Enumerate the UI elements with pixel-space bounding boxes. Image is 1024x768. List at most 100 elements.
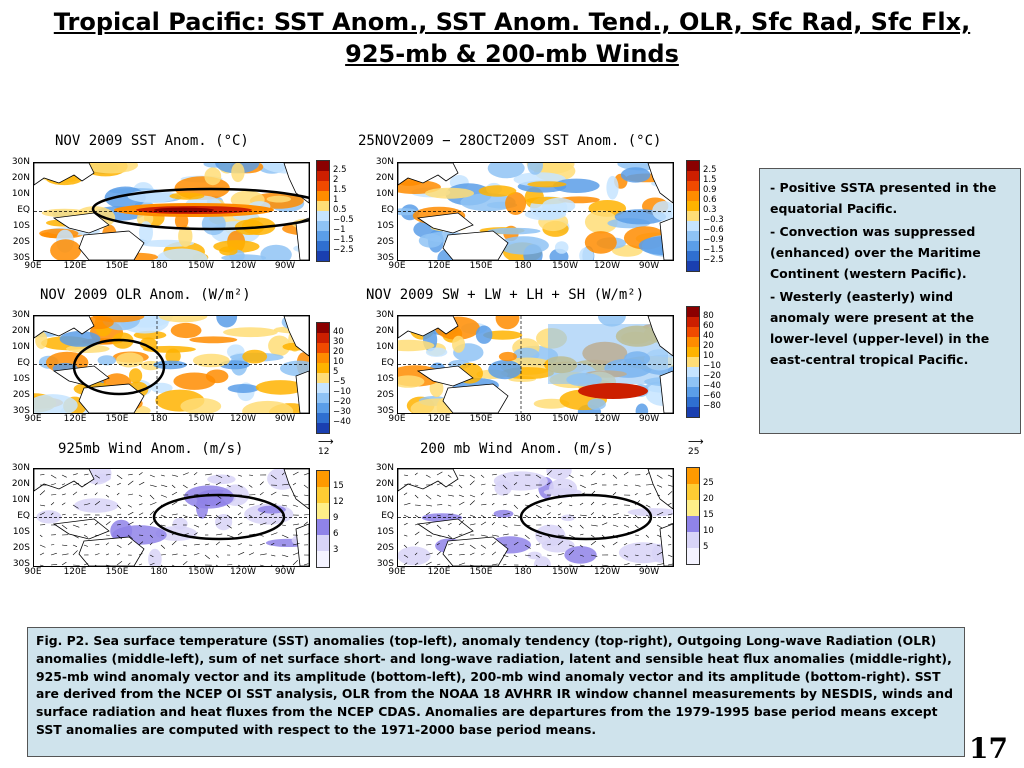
colorbar-label: 5	[333, 367, 339, 377]
lon-tick-label: 150E	[105, 414, 129, 424]
panel-title: NOV 2009 OLR Anom. (W/m²)	[40, 287, 251, 303]
colorbar-label: −5	[333, 377, 346, 387]
colorbar-label: 40	[703, 331, 714, 341]
lon-tick-label: 90E	[388, 567, 406, 577]
colorbar-label: −1.5	[333, 235, 354, 245]
colorbar-label: −0.6	[703, 225, 724, 235]
lat-tick-label: 10S	[12, 374, 30, 384]
colorbar-label: 15	[703, 510, 714, 520]
colorbar-label: 80	[703, 311, 714, 321]
colorbar-label: 20	[703, 341, 714, 351]
panel-title: 200 mb Wind Anom. (m/s)	[420, 441, 614, 457]
highlight-ellipse	[91, 187, 309, 231]
lon-tick-label: 150E	[469, 414, 493, 424]
colorbar-label: −20	[333, 397, 351, 407]
colorbar-label: 40	[333, 327, 344, 337]
colorbar-label: −10	[333, 387, 351, 397]
lon-tick-label: 120W	[229, 414, 257, 424]
highlight-ellipse	[152, 493, 286, 541]
page-number: 17	[969, 732, 1008, 765]
colorbar-label: −60	[703, 391, 721, 401]
colorbar	[686, 306, 700, 418]
panel-title: 925mb Wind Anom. (m/s)	[58, 441, 244, 457]
lat-tick-label: EQ	[17, 511, 30, 521]
lon-tick-label: 180	[514, 261, 532, 271]
lon-tick-label: 120W	[229, 261, 257, 271]
panel-title: NOV 2009 SST Anom. (°C)	[55, 133, 249, 149]
colorbar-label: 2	[333, 175, 339, 185]
lon-tick-label: 120E	[427, 567, 451, 577]
colorbar-label: −40	[703, 381, 721, 391]
colorbar-label: 15	[333, 481, 344, 491]
figure-caption: Fig. P2. Sea surface temperature (SST) a…	[27, 627, 965, 757]
colorbar-label: −1	[333, 225, 346, 235]
colorbar-label: 20	[703, 494, 714, 504]
lon-tick-label: 180	[514, 414, 532, 424]
lat-tick-label: 30N	[375, 463, 394, 473]
panel-title: NOV 2009 SW + LW + LH + SH (W/m²)	[366, 287, 645, 303]
lat-tick-label: 20S	[12, 390, 30, 400]
lon-tick-label: 180	[150, 567, 168, 577]
map-plot	[33, 468, 310, 567]
colorbar-label: 10	[333, 357, 344, 367]
lon-tick-label: 90E	[388, 261, 406, 271]
lat-tick-label: 10S	[376, 221, 394, 231]
lat-tick-label: 20S	[376, 390, 394, 400]
highlight-ellipse	[519, 493, 653, 541]
lat-tick-label: 30N	[11, 310, 30, 320]
colorbar-label: 0.5	[333, 205, 347, 215]
lon-tick-label: 180	[514, 567, 532, 577]
colorbar	[686, 160, 700, 272]
lat-tick-label: 10N	[375, 189, 394, 199]
lon-tick-label: 90E	[24, 414, 42, 424]
colorbar-label: −40	[333, 417, 351, 427]
colorbar	[316, 322, 330, 434]
lat-tick-label: 20S	[12, 237, 30, 247]
colorbar-label: 12	[333, 497, 344, 507]
lon-tick-label: 180	[150, 261, 168, 271]
lon-tick-label: 150E	[469, 567, 493, 577]
lon-tick-label: 150E	[469, 261, 493, 271]
lat-tick-label: EQ	[17, 358, 30, 368]
colorbar	[316, 160, 330, 262]
colorbar-label: 2.5	[333, 165, 347, 175]
colorbar-label: −2.5	[333, 245, 354, 255]
colorbar-label: −2.5	[703, 255, 724, 265]
colorbar-label: 20	[333, 347, 344, 357]
slide-title: Tropical Pacific: SST Anom., SST Anom. T…	[53, 8, 971, 68]
colorbar-label: −80	[703, 401, 721, 411]
lon-tick-label: 150W	[187, 261, 215, 271]
lon-tick-label: 150W	[551, 567, 579, 577]
colorbar-label: −1.5	[703, 245, 724, 255]
lon-tick-label: 120W	[593, 414, 621, 424]
colorbar-label: 10	[703, 526, 714, 536]
colorbar-label: −0.9	[703, 235, 724, 245]
lon-tick-label: 120W	[593, 261, 621, 271]
lat-tick-label: 20S	[12, 543, 30, 553]
lon-tick-label: 150W	[187, 567, 215, 577]
lat-tick-label: 10N	[11, 189, 30, 199]
lat-tick-label: 30S	[376, 406, 394, 416]
lon-tick-label: 120E	[63, 261, 87, 271]
lon-tick-label: 180	[150, 414, 168, 424]
summary-bullet: - Positive SSTA presented in the equator…	[770, 180, 997, 216]
lat-tick-label: 30S	[376, 559, 394, 569]
lon-tick-label: 150W	[551, 414, 579, 424]
colorbar-label: 60	[703, 321, 714, 331]
lat-tick-label: 30S	[12, 559, 30, 569]
lon-tick-label: 120E	[427, 261, 451, 271]
lon-tick-label: 150E	[105, 261, 129, 271]
highlight-ellipse	[72, 338, 166, 396]
lat-tick-label: 20N	[11, 173, 30, 183]
map-plot	[33, 162, 310, 261]
lat-tick-label: 10S	[376, 374, 394, 384]
map-plot	[397, 315, 674, 414]
lat-tick-label: EQ	[381, 358, 394, 368]
colorbar	[316, 470, 330, 568]
lat-tick-label: EQ	[381, 205, 394, 215]
colorbar-label: 0.9	[703, 185, 717, 195]
lon-tick-label: 90E	[388, 414, 406, 424]
lat-tick-label: 30S	[12, 253, 30, 263]
colorbar-label: −10	[703, 361, 721, 371]
lat-tick-label: 20N	[11, 479, 30, 489]
